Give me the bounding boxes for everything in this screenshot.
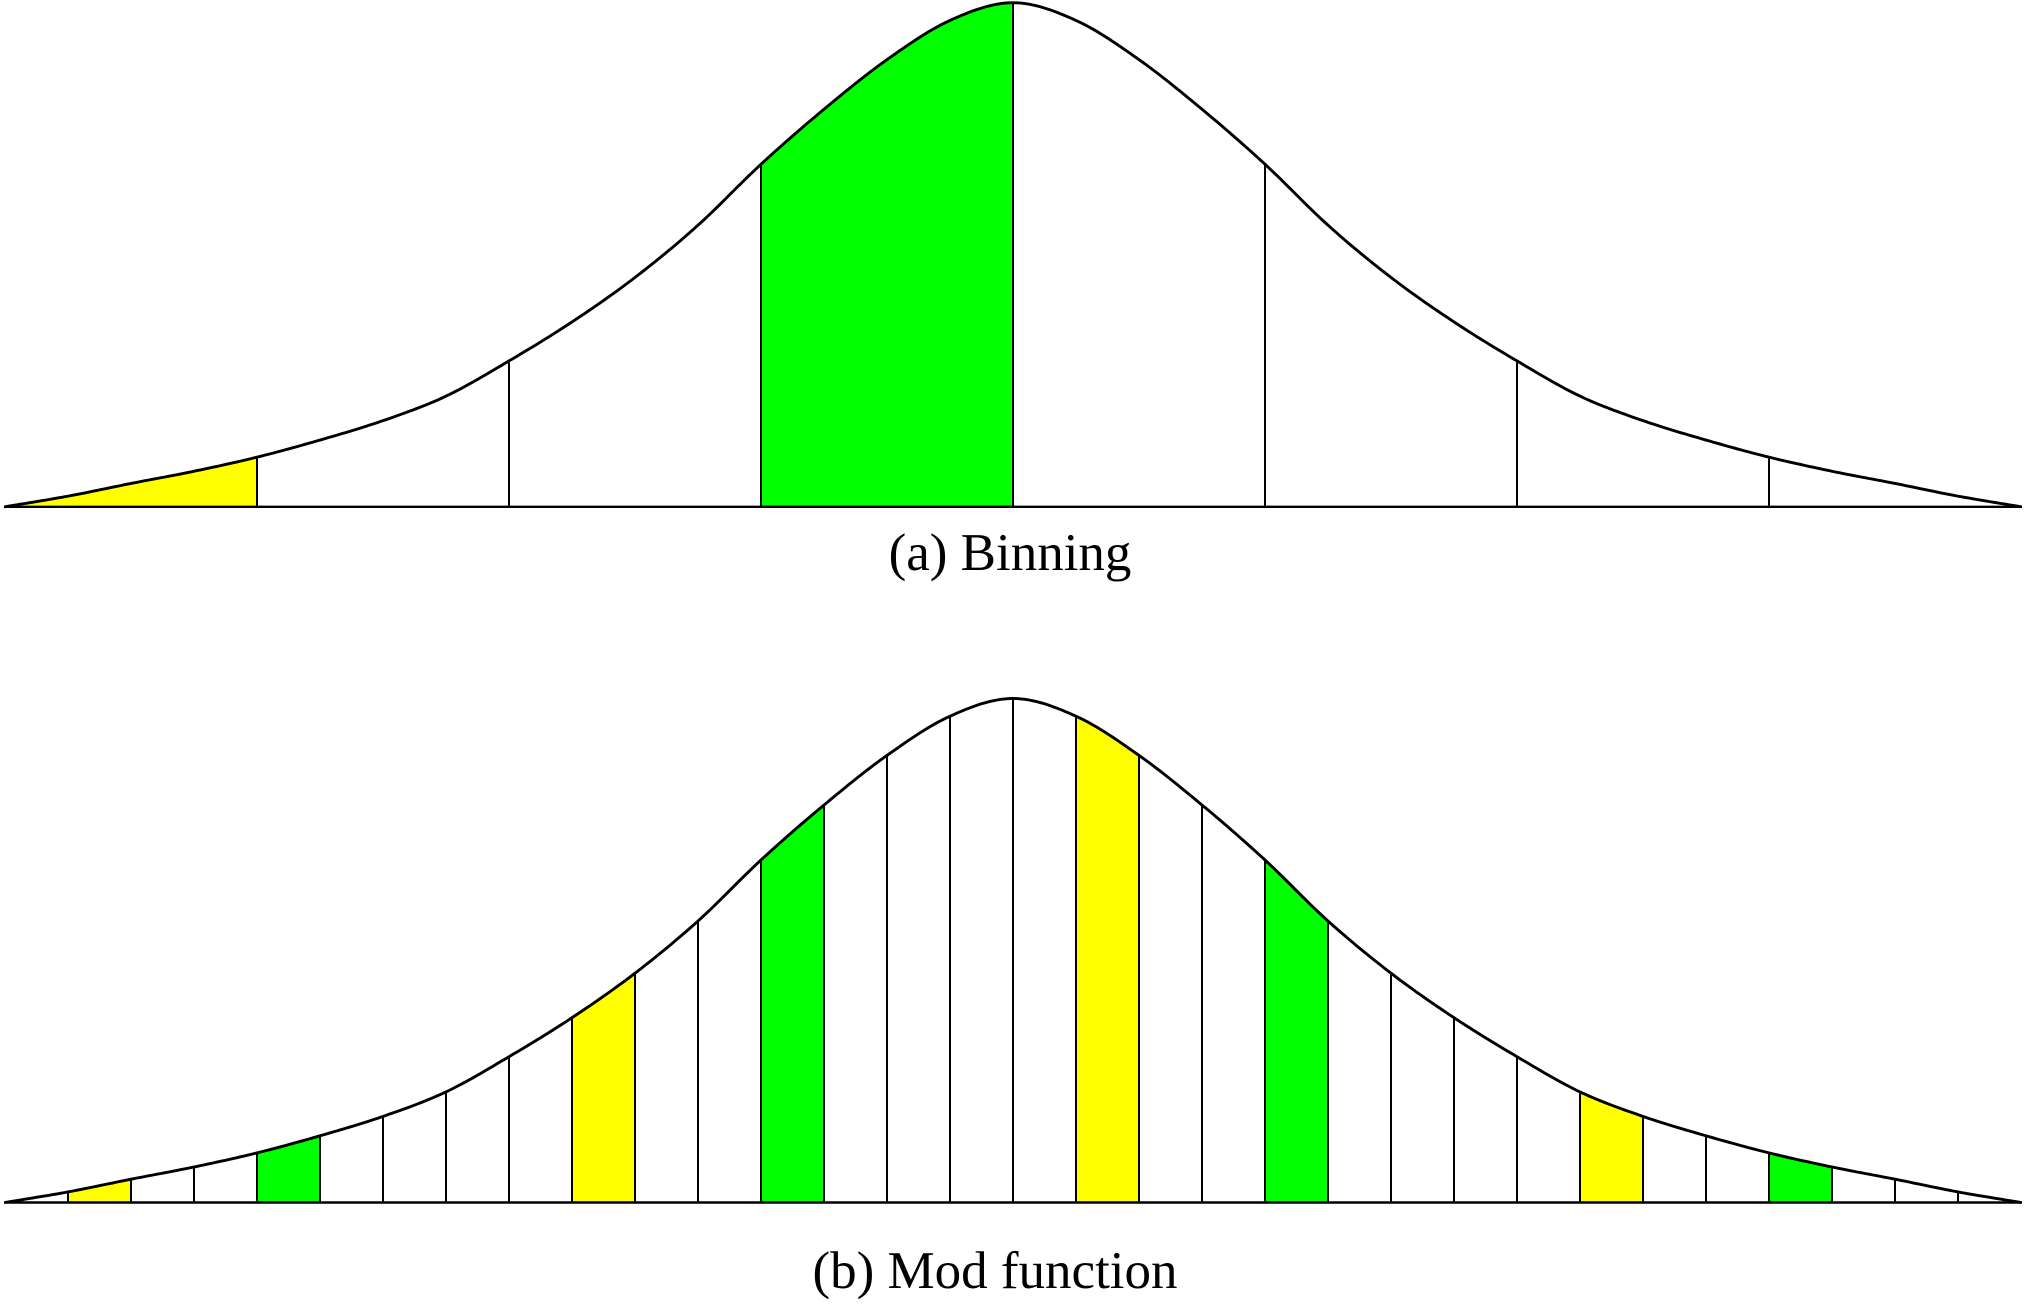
svg-text:(b) Mod function: (b) Mod function — [812, 1242, 1177, 1300]
svg-text:(a) Binning: (a) Binning — [889, 524, 1132, 582]
